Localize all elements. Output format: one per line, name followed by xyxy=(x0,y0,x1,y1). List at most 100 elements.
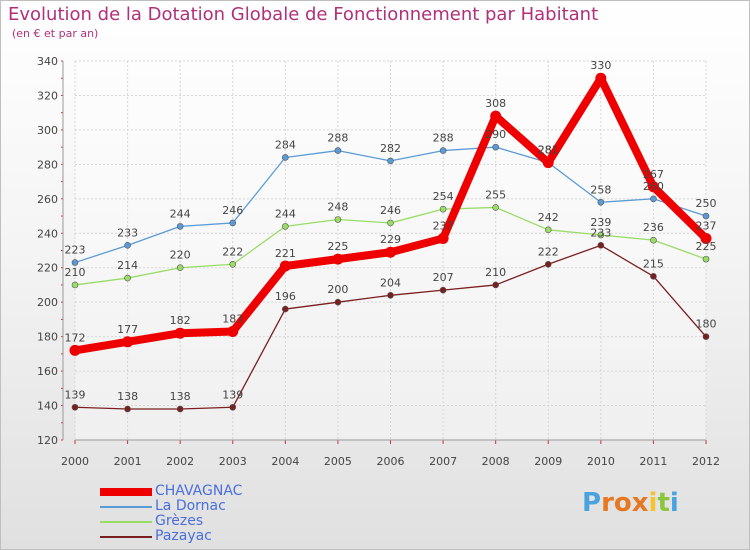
y-tick-label: 260 xyxy=(37,193,58,206)
proxiti-logo: Proxiti xyxy=(582,488,679,518)
logo-letter: t xyxy=(657,488,670,518)
data-point-chavagnac xyxy=(490,110,502,122)
data-label-gr-zes: 255 xyxy=(485,188,506,201)
data-point-pazayac xyxy=(334,298,342,306)
data-point-chavagnac xyxy=(122,336,134,348)
data-point-gr-zes xyxy=(71,281,79,289)
data-label-la-dornac: 281 xyxy=(538,144,559,157)
data-point-pazayac xyxy=(544,260,552,268)
data-label-gr-zes: 210 xyxy=(65,266,86,279)
data-label-chavagnac: 177 xyxy=(117,323,138,336)
data-label-chavagnac: 229 xyxy=(380,233,401,246)
data-label-la-dornac: 258 xyxy=(590,183,611,196)
logo-letter: r xyxy=(601,488,614,518)
chart-subtitle: (en € et par an) xyxy=(12,27,99,40)
data-point-chavagnac xyxy=(437,232,449,244)
y-tick-label: 340 xyxy=(37,55,58,68)
data-point-chavagnac xyxy=(332,253,344,265)
data-point-chavagnac xyxy=(647,181,659,193)
data-point-pazayac xyxy=(439,286,447,294)
data-point-la-dornac xyxy=(176,223,184,230)
data-point-gr-zes xyxy=(176,264,184,272)
data-point-gr-zes xyxy=(597,231,605,239)
data-label-gr-zes: 214 xyxy=(117,259,138,272)
data-point-la-dornac xyxy=(282,154,289,161)
data-point-la-dornac xyxy=(71,259,79,266)
x-tick-label: 2011 xyxy=(639,455,667,468)
data-label-pazayac: 233 xyxy=(590,226,611,239)
data-point-la-dornac xyxy=(229,219,237,227)
data-label-pazayac: 138 xyxy=(170,390,191,403)
logo-letter: x xyxy=(631,488,649,518)
data-label-chavagnac: 308 xyxy=(485,97,506,110)
chart-title: Evolution de la Dotation Globale de Fonc… xyxy=(8,4,599,25)
y-tick-label: 320 xyxy=(37,89,58,102)
x-tick-label: 2010 xyxy=(587,455,615,468)
data-label-pazayac: 210 xyxy=(485,266,506,279)
data-point-pazayac xyxy=(229,403,237,411)
y-tick-label: 200 xyxy=(37,296,58,309)
data-point-gr-zes xyxy=(439,205,447,213)
x-tick-label: 2005 xyxy=(324,455,352,468)
data-label-la-dornac: 260 xyxy=(643,180,664,193)
data-point-chavagnac xyxy=(700,232,712,244)
x-tick-label: 2001 xyxy=(114,455,142,468)
data-label-gr-zes: 225 xyxy=(696,240,717,253)
legend-label: La Dornac xyxy=(155,498,226,514)
data-label-gr-zes: 248 xyxy=(327,200,348,213)
legend-label: Pazayac xyxy=(155,528,212,544)
data-label-chavagnac: 225 xyxy=(327,240,348,253)
data-label-chavagnac: 237 xyxy=(433,219,454,232)
data-label-pazayac: 200 xyxy=(327,283,348,296)
data-point-pazayac xyxy=(387,291,394,299)
data-label-gr-zes: 236 xyxy=(643,221,664,234)
x-tick-label: 2003 xyxy=(219,455,247,468)
data-point-gr-zes xyxy=(334,216,342,223)
data-point-gr-zes xyxy=(124,274,131,282)
data-point-gr-zes xyxy=(282,223,289,230)
data-label-pazayac: 138 xyxy=(117,390,138,403)
data-point-la-dornac xyxy=(439,147,447,154)
data-point-pazayac xyxy=(71,403,79,411)
data-point-gr-zes xyxy=(229,260,237,268)
y-tick-label: 220 xyxy=(37,262,58,275)
data-label-chavagnac: 237 xyxy=(696,219,717,232)
data-point-chavagnac xyxy=(69,344,81,356)
logo-letter: P xyxy=(582,488,602,518)
data-point-la-dornac xyxy=(702,212,710,220)
data-label-la-dornac: 288 xyxy=(327,132,348,145)
x-tick-label: 2004 xyxy=(271,455,299,468)
data-label-pazayac: 215 xyxy=(643,257,664,270)
data-label-pazayac: 139 xyxy=(222,388,243,401)
data-point-pazayac xyxy=(124,405,131,413)
data-point-chavagnac xyxy=(385,246,396,258)
data-label-pazayac: 222 xyxy=(538,245,559,258)
legend-swatch xyxy=(100,536,152,538)
logo-letter: i xyxy=(648,488,658,518)
legend-swatch xyxy=(100,506,152,508)
data-label-chavagnac: 281 xyxy=(538,144,559,157)
x-tick-label: 2009 xyxy=(534,455,562,468)
data-label-la-dornac: 288 xyxy=(433,132,454,145)
data-label-la-dornac: 233 xyxy=(117,226,138,239)
data-point-chavagnac xyxy=(227,325,239,337)
data-point-la-dornac xyxy=(650,195,657,203)
data-point-la-dornac xyxy=(387,157,394,165)
x-tick-label: 2006 xyxy=(377,455,405,468)
data-point-pazayac xyxy=(702,333,710,340)
y-tick-label: 240 xyxy=(37,227,58,240)
y-tick-label: 140 xyxy=(37,400,58,413)
legend-label: Grèzes xyxy=(155,513,204,529)
data-point-pazayac xyxy=(650,273,657,280)
legend-swatch xyxy=(100,488,152,496)
legend-label: CHAVAGNAC xyxy=(155,483,243,499)
data-label-gr-zes: 220 xyxy=(170,249,191,262)
data-label-pazayac: 207 xyxy=(433,271,454,284)
data-label-chavagnac: 267 xyxy=(643,168,664,181)
data-point-chavagnac xyxy=(542,157,554,169)
x-tick-label: 2008 xyxy=(482,455,510,468)
data-point-pazayac xyxy=(176,405,184,413)
data-label-pazayac: 196 xyxy=(275,290,296,303)
